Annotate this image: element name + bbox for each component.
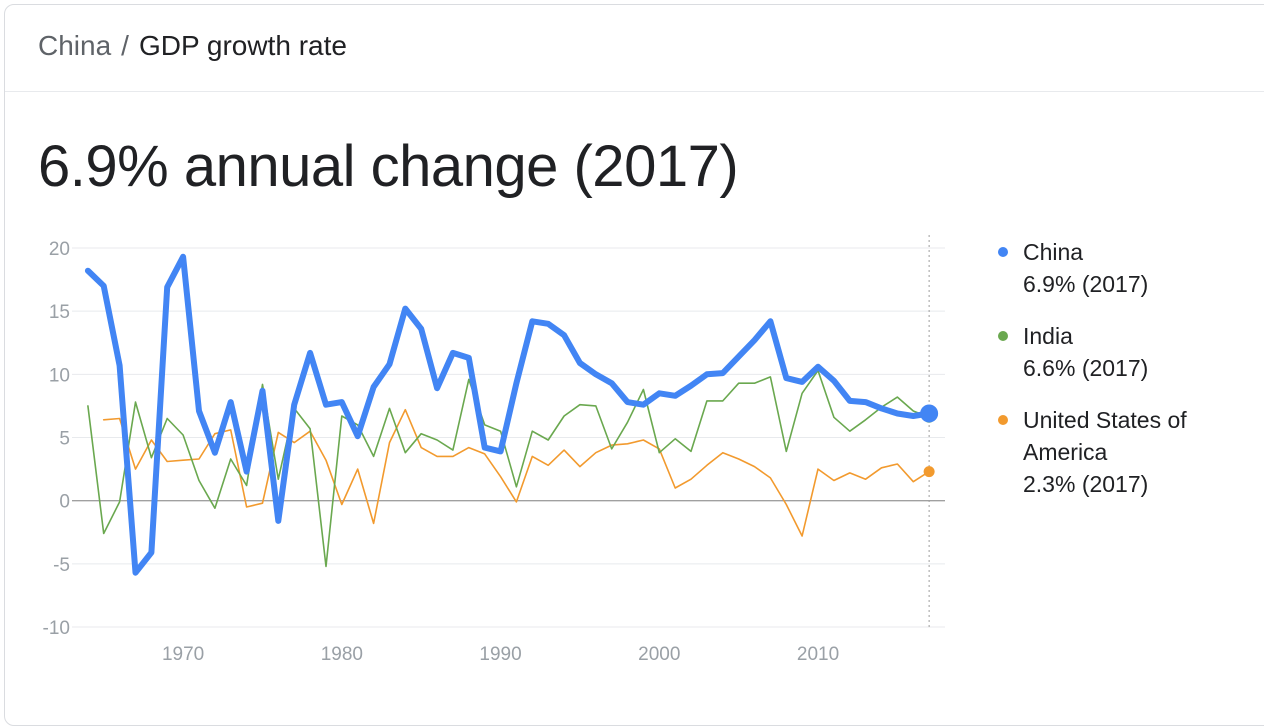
y-tick-label: -10 <box>43 618 70 639</box>
y-axis-ticks: 20 15 10 5 0 -5 -10 <box>43 239 70 639</box>
result-card <box>4 4 1264 726</box>
x-tick-label: 1980 <box>321 644 363 665</box>
breadcrumb-separator: / <box>121 30 129 61</box>
y-tick-label: 15 <box>49 302 70 323</box>
y-tick-label: -5 <box>53 555 70 576</box>
x-tick-label: 1990 <box>479 644 521 665</box>
x-tick-label: 2010 <box>797 644 839 665</box>
x-tick-label: 1970 <box>162 644 204 665</box>
y-tick-label: 0 <box>59 492 70 513</box>
series-endpoint-united-states-of-america[interactable] <box>923 466 935 478</box>
legend-value-china: 6.9% (2017) <box>1023 271 1149 297</box>
y-tick-label: 10 <box>49 365 70 386</box>
legend-item-india[interactable]: India 6.6% (2017) <box>998 320 1258 384</box>
legend-dot-india <box>998 331 1008 341</box>
chart-endpoints[interactable] <box>920 404 939 478</box>
breadcrumb-metric: GDP growth rate <box>138 30 347 61</box>
headline-value: 6.9% annual change (2017) <box>38 134 739 199</box>
chart-legend: China 6.9% (2017) India 6.6% (2017) Unit… <box>998 236 1258 520</box>
legend-item-china[interactable]: China 6.9% (2017) <box>998 236 1258 300</box>
series-endpoint-china[interactable] <box>920 404 939 423</box>
breadcrumb: China / GDP growth rate <box>38 30 347 62</box>
series-line-india[interactable] <box>87 369 930 568</box>
series-line-united-states-of-america[interactable] <box>102 408 930 537</box>
legend-dot-usa <box>998 415 1008 425</box>
breadcrumb-country[interactable]: China <box>38 30 112 61</box>
legend-value-india: 6.6% (2017) <box>1023 355 1149 381</box>
legend-dot-china <box>998 247 1008 257</box>
x-tick-label: 2000 <box>638 644 680 665</box>
chart-series[interactable] <box>84 253 933 576</box>
legend-label-india: India <box>1023 323 1073 349</box>
x-axis-ticks: 1970 1980 1990 2000 2010 <box>162 644 839 665</box>
y-tick-label: 20 <box>49 239 70 260</box>
gdp-growth-chart[interactable]: 20 15 10 5 0 -5 -10 1970 1980 1990 2000 2010 <box>0 225 960 670</box>
legend-label-usa: United States of America <box>1023 407 1187 465</box>
y-tick-label: 5 <box>59 429 70 450</box>
legend-label-china: China <box>1023 239 1084 265</box>
chart-gridlines <box>72 247 945 628</box>
series-line-china[interactable] <box>84 253 933 576</box>
legend-value-usa: 2.3% (2017) <box>1023 471 1149 497</box>
legend-item-usa[interactable]: United States of America 2.3% (2017) <box>998 404 1258 500</box>
header-divider <box>5 91 1264 92</box>
